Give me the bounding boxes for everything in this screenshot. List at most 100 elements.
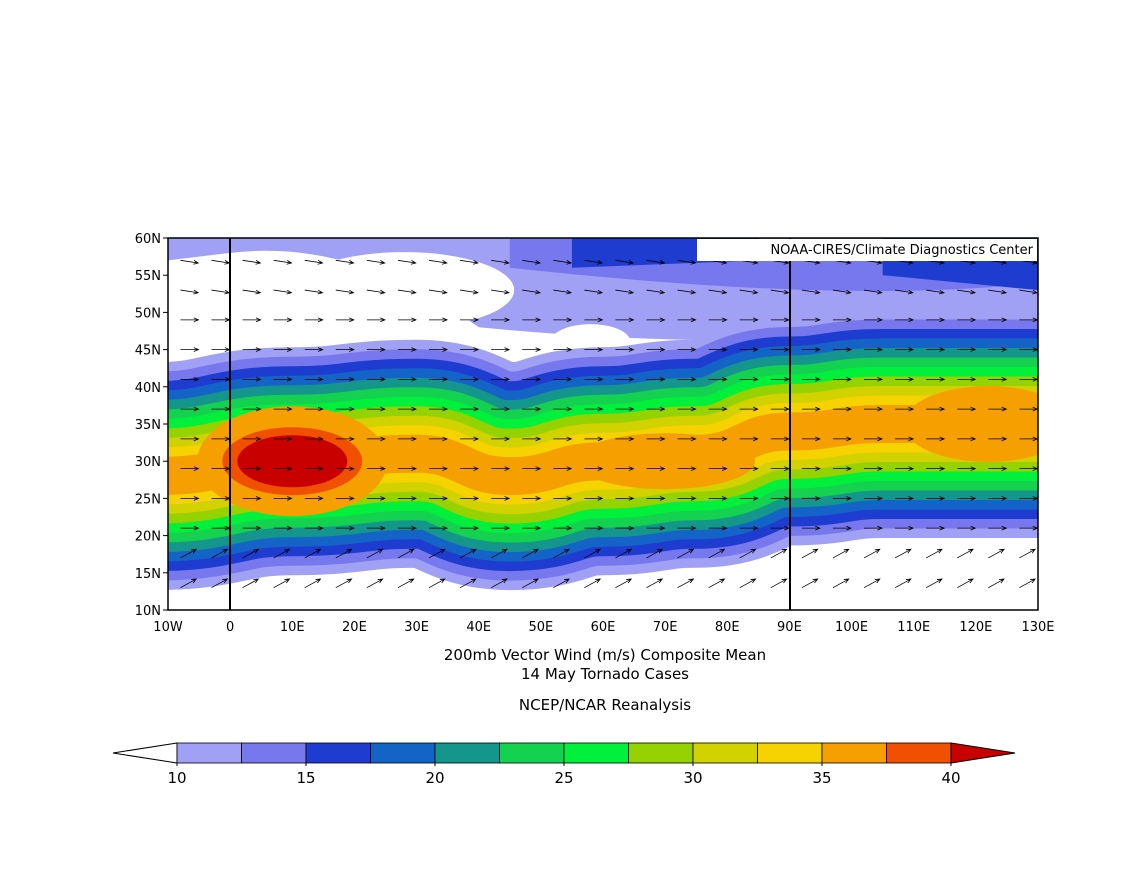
wind-vector [304,406,324,412]
wind-vector [429,406,449,412]
wind-vector [615,525,635,531]
wind-vector [926,436,946,442]
wind-vector [273,466,293,471]
colorbar-box [886,742,952,764]
wind-vector [677,548,695,559]
wind-vector [180,259,200,265]
y-tick-label: 55N [135,269,161,284]
calm-area [294,252,515,329]
wind-vector [304,548,322,559]
wind-vector [397,347,417,352]
jet-max [575,433,756,490]
wind-vector [894,548,912,559]
wind-vector [180,548,198,559]
wind-vector [429,377,449,382]
wind-vector [739,466,759,471]
wind-vector [739,548,757,559]
colorbar-label: 30 [683,769,702,787]
wind-vector [832,347,852,352]
wind-vector [522,406,542,412]
wind-vector [832,377,852,382]
wind-vector [708,377,728,382]
colorbar-box [241,742,307,764]
wind-vector [522,496,542,501]
wind-vector [895,347,915,352]
wind-vector [242,525,262,531]
wind-vector [460,525,480,531]
wind-vector [708,317,728,323]
wind-vector [677,525,697,531]
wind-vector [708,548,726,559]
wind-vector [708,406,728,412]
wind-vector [1019,578,1037,589]
wind-vector [770,436,790,442]
wind-vector [397,289,417,295]
wind-vector [646,496,666,501]
wind-vector [460,466,480,471]
wind-vector [770,289,790,295]
wind-vector [491,466,511,471]
wind-vector [646,377,666,382]
wind-vector [242,377,262,382]
wind-vector [708,466,728,471]
jet-max [903,386,1038,462]
wind-vector [242,466,262,471]
wind-vector [429,466,449,471]
wind-vector [366,289,386,295]
wind-vector [304,436,324,442]
wind-vector [397,377,417,382]
wind-vector [1019,289,1038,295]
wind-vector [242,406,262,412]
wind-vector [739,525,759,531]
wind-vector [180,347,200,352]
wind-vector [926,347,946,352]
wind-vector [273,317,293,323]
wind-vector [180,436,200,442]
wind-vector [957,578,974,589]
wind-vector [864,436,884,442]
wind-vector [522,436,542,442]
wind-vector [180,466,200,471]
wind-vector [801,377,821,382]
x-tick-label: 110E [897,620,930,635]
wind-vector [770,347,790,352]
wind-vector [273,496,293,501]
wind-vector [894,578,912,589]
wind-vector [335,578,353,589]
wind-vector [397,259,417,265]
wind-vector [832,317,852,323]
wind-vector [708,578,726,589]
wind-vector [615,347,635,352]
wind-vector [864,317,884,323]
x-tick-label: 60E [591,620,616,635]
colorbar-box [757,742,823,764]
wind-vector [460,406,480,412]
wind-field [168,238,1038,610]
wind-vector [366,578,384,589]
wind-vector [863,548,881,559]
wind-vector [397,466,417,471]
wind-vector [832,466,852,471]
wind-vector [366,436,386,442]
wind-vector [522,347,542,352]
wind-vector [895,525,915,531]
wind-vector [739,317,759,323]
wind-vector [739,496,759,501]
wind-vector [584,466,604,471]
wind-vector [926,317,946,323]
wind-vector [1019,548,1037,559]
wind-vector [863,578,881,589]
wind-vector [646,406,666,412]
wind-vector [770,578,788,589]
wind-vector [491,377,511,382]
wind-vector [304,347,324,352]
wind-vector [335,289,355,295]
wind-vector [429,436,449,442]
wind-vector [491,406,511,412]
wind-vector [677,496,697,501]
wind-vector [335,317,355,323]
wind-vector [895,406,915,412]
credit: NOAA-CIRES/Climate Diagnostics Center [770,243,1033,258]
wind-vector [273,436,293,442]
